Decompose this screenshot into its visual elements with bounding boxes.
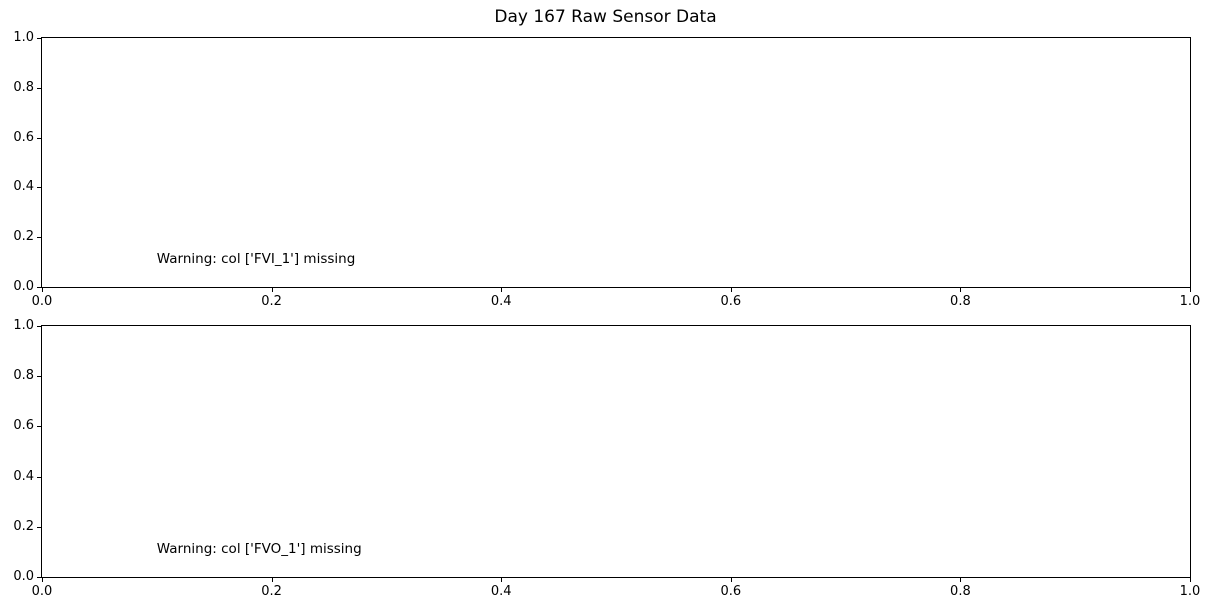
y-tick-mark: [37, 187, 41, 189]
y-tick-mark: [37, 38, 41, 39]
y-tick-mark: [37, 426, 41, 428]
x-tick-mark: [960, 578, 962, 582]
y-tick-mark: [37, 577, 41, 578]
y-tick-label: 0.0: [13, 569, 34, 584]
y-tick-label: 0.8: [13, 368, 34, 384]
warning-annotation: Warning: col ['FVO_1'] missing: [156, 540, 362, 557]
x-tick-label: 0.6: [720, 584, 742, 599]
y-tick-mark: [37, 476, 41, 478]
y-tick-mark: [37, 87, 41, 89]
x-tick-mark: [1190, 578, 1191, 582]
y-tick-mark: [37, 326, 41, 327]
x-tick-mark: [1190, 288, 1191, 292]
y-tick-mark: [37, 237, 41, 239]
x-tick-label: 0.2: [261, 294, 282, 309]
y-tick-mark: [37, 526, 41, 528]
y-tick-label: 0.2: [13, 229, 34, 245]
x-tick-label: 0.4: [490, 584, 512, 599]
x-tick-label: 0.2: [261, 584, 282, 599]
x-tick-label: 1.0: [1179, 294, 1201, 309]
x-tick-label: 0.6: [720, 294, 742, 309]
y-tick-label: 1.0: [13, 318, 34, 333]
x-tick-mark: [42, 578, 43, 582]
x-tick-label: 0.0: [31, 294, 53, 309]
x-tick-label: 0.8: [950, 584, 971, 599]
y-tick-label: 0.2: [13, 518, 34, 534]
subplot-bottom: 0.0 0.2 0.4 0.6 0.8 1.0 0.0 0.2 0.4 0.6 0.8 1.0 Warn…: [13, 318, 1200, 599]
x-tick-mark: [730, 288, 732, 292]
x-tick-mark: [730, 578, 732, 582]
x-tick-mark: [501, 288, 503, 292]
y-tick-label: 0.0: [13, 279, 34, 294]
y-tick-label: 0.4: [13, 179, 34, 195]
figure-title: Day 167 Raw Sensor Data: [494, 7, 717, 27]
y-tick-label: 0.8: [13, 79, 34, 95]
y-tick-mark: [37, 287, 41, 288]
x-tick-label: 0.8: [950, 294, 971, 309]
x-tick-label: 0.4: [490, 294, 512, 309]
x-tick-mark: [271, 578, 273, 582]
y-tick-mark: [37, 376, 41, 378]
x-tick-mark: [501, 578, 503, 582]
y-tick-label: 0.6: [13, 129, 34, 145]
x-tick-label: 1.0: [1179, 584, 1201, 599]
subplot-top: 0.0 0.2 0.4 0.6 0.8 1.0 0.0 0.2 0.4 0.6 0.8 1.0 Warn…: [13, 30, 1200, 309]
warning-annotation: Warning: col ['FVI_1'] missing: [156, 251, 356, 268]
y-tick-mark: [37, 137, 41, 139]
x-tick-mark: [271, 288, 273, 292]
y-tick-label: 0.6: [13, 418, 34, 434]
x-tick-mark: [42, 288, 43, 292]
x-tick-label: 0.0: [31, 584, 53, 599]
y-tick-label: 1.0: [13, 30, 34, 45]
x-tick-mark: [960, 288, 962, 292]
y-tick-label: 0.4: [13, 468, 34, 484]
